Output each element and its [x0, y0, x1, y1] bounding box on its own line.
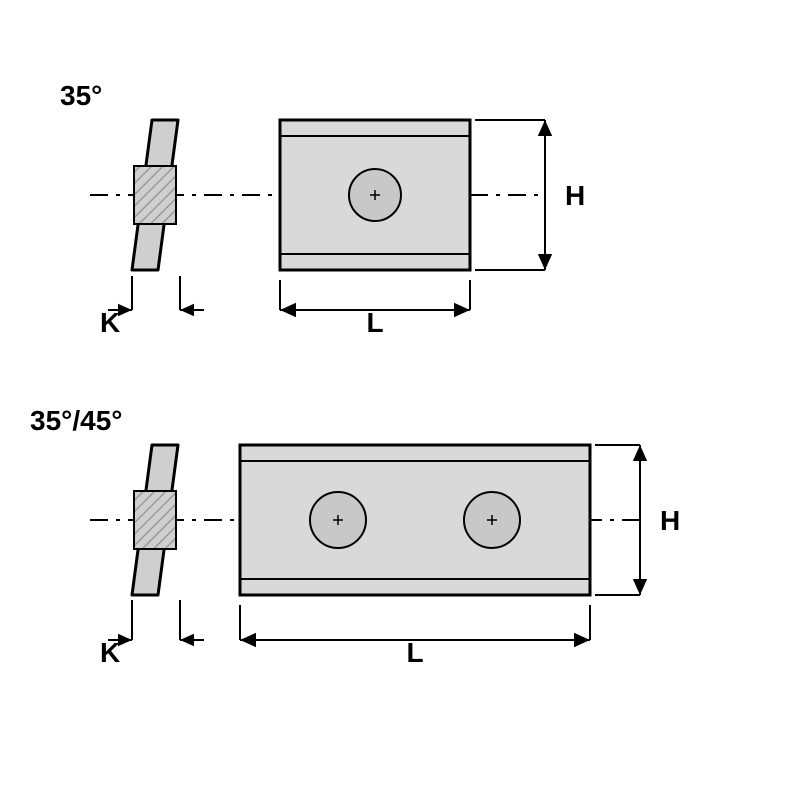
- technical-drawing: 35° L H K 35°/45° L H K: [0, 0, 800, 800]
- dim-l-label: L: [406, 637, 423, 668]
- insert-two-hole: 35°/45° L H K: [30, 405, 680, 668]
- dim-h-label: H: [565, 180, 585, 211]
- dim-k-label: K: [100, 307, 120, 338]
- dim-l-label: L: [366, 307, 383, 338]
- angle-label: 35°: [60, 80, 102, 111]
- dim-k-label: K: [100, 637, 120, 668]
- angle-label: 35°/45°: [30, 405, 122, 436]
- insert-one-hole: 35° L H K: [60, 80, 585, 338]
- dim-h-label: H: [660, 505, 680, 536]
